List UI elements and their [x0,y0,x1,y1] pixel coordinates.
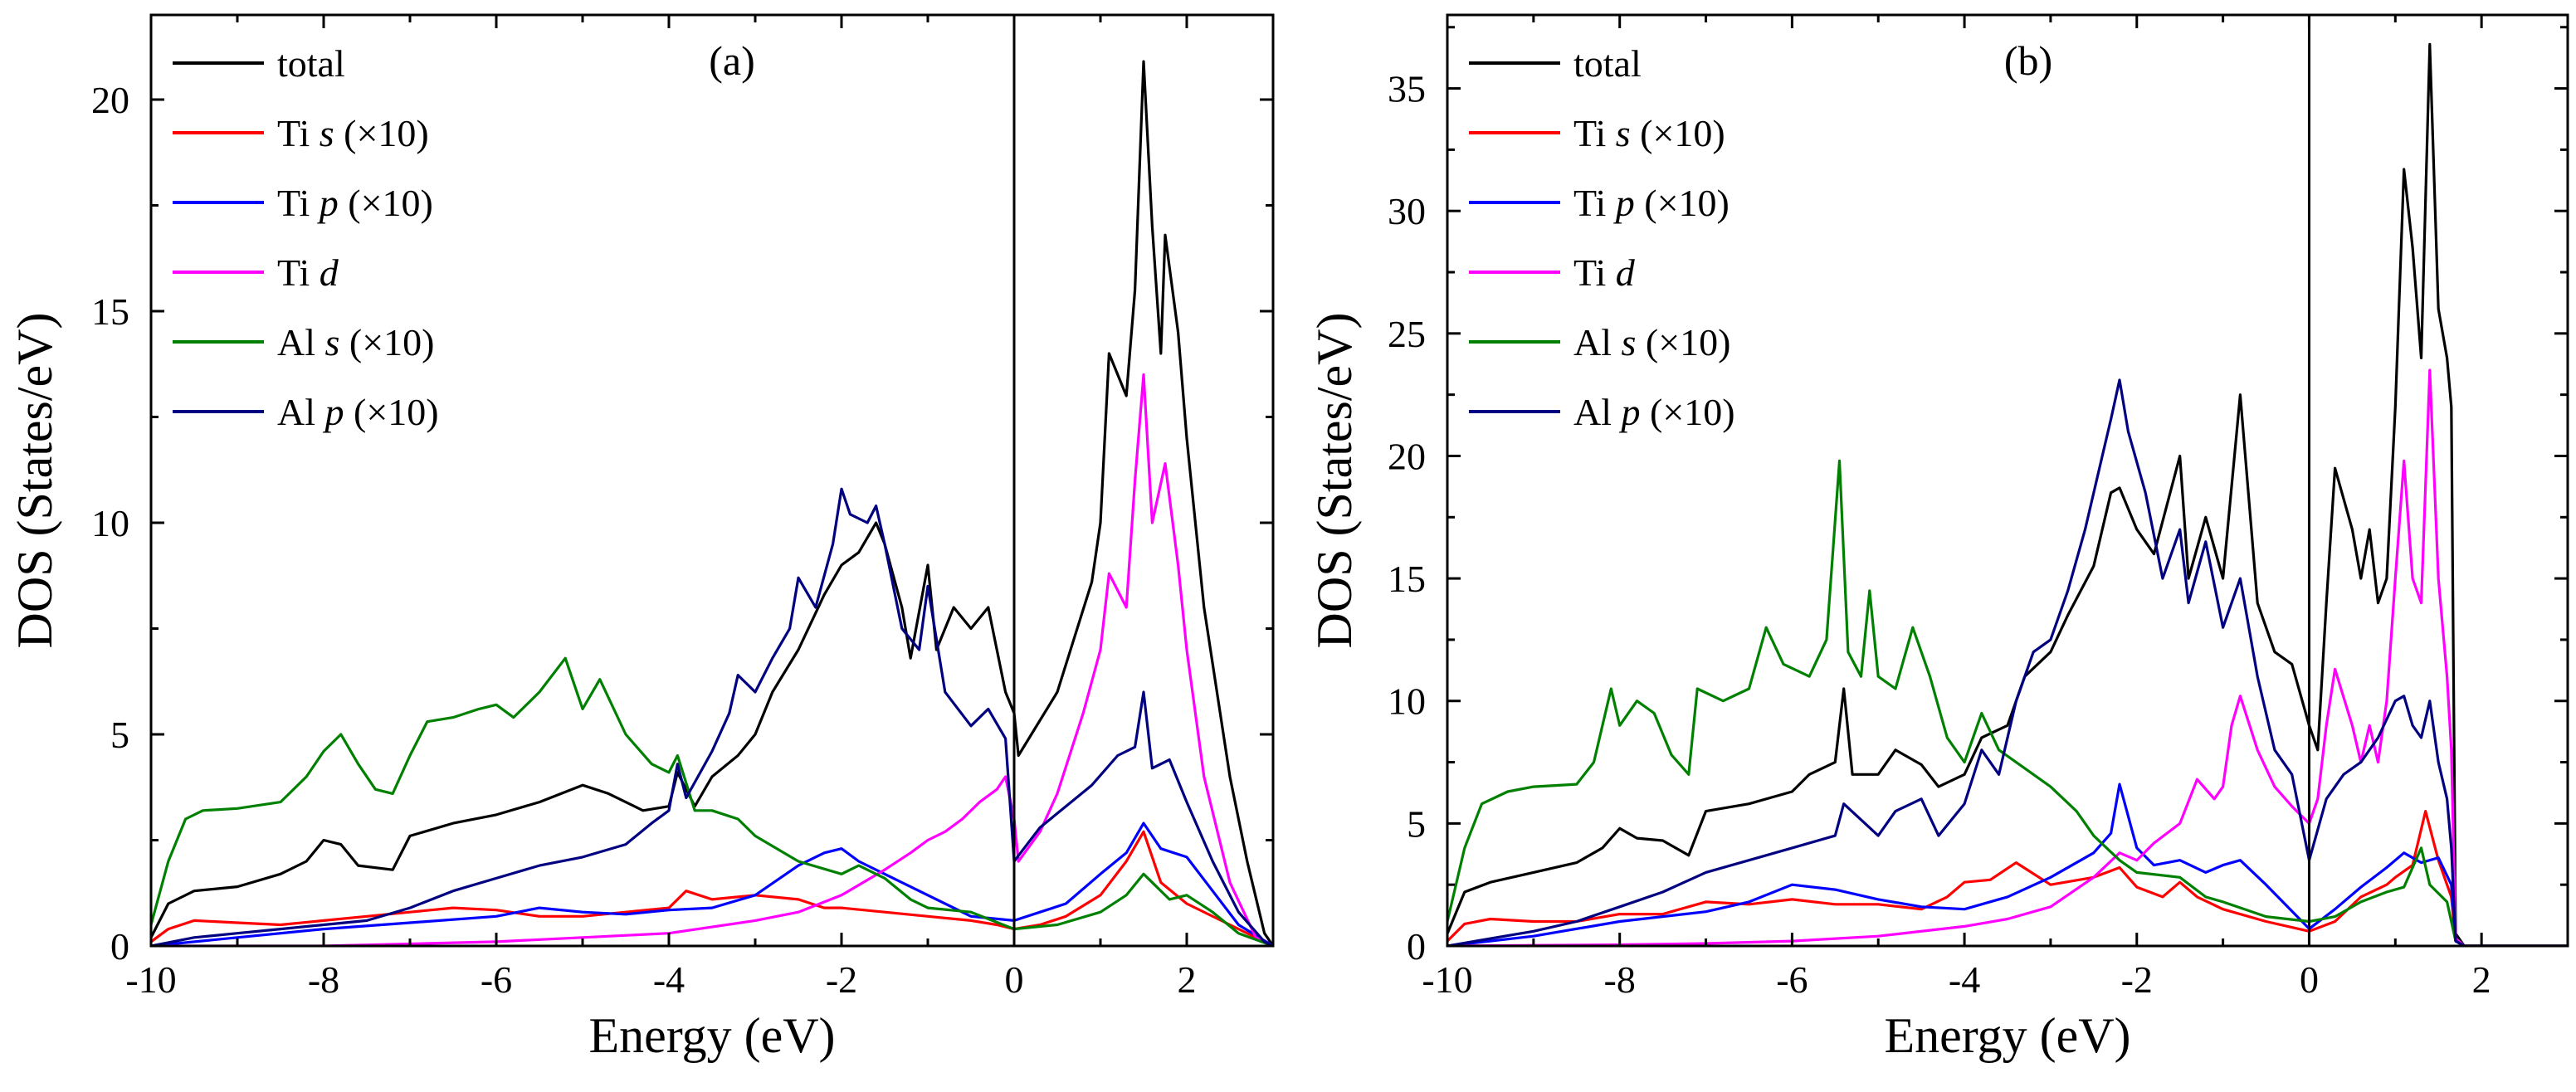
panel-b-legend-label: Ti d [1573,251,1636,294]
panel-a-x-axis-title: Energy (eV) [588,1008,835,1063]
panel-b-x-tick-label: -10 [1422,958,1472,1001]
panel-a-series-ti-p [151,821,1273,946]
panel-a-legend-label: Ti s (×10) [277,112,429,154]
panel-a-series-al-s [151,656,1273,946]
panel-b-legend-label: Ti s (×10) [1573,112,1725,154]
panel-b-y-tick-label: 15 [1388,558,1426,600]
panel-b-x-tick-label: -8 [1604,958,1636,1001]
panel-b-series-total [1447,42,2568,946]
panel-a-legend-label: Al s (×10) [277,321,435,363]
panel-a-legend-label: Ti p (×10) [277,182,433,224]
panel-a-x-tick-label: 0 [1005,958,1024,1001]
panel-a-y-tick-label: 20 [91,79,129,121]
panel-b-y-tick-label: 5 [1407,802,1426,845]
panel-a-label: (a) [709,37,755,84]
panel-a-x-tick-label: -4 [653,958,685,1001]
panel-b-series-group [1447,42,2568,946]
panel-b-x-tick-label: -4 [1949,958,1980,1001]
panel-b-y-tick-label: 0 [1407,925,1426,968]
panel-a-y-tick-label: 0 [110,925,129,968]
panel-a-legend-label: Al p (×10) [277,391,439,433]
panel-b-y-tick-label: 30 [1388,190,1426,232]
panel-a-x-tick-label: -10 [125,958,176,1001]
panel-a-series-group [151,60,1273,946]
panel-b-series-ti-d [1447,368,2568,946]
panel-b-x-tick-label: -2 [2121,958,2153,1001]
panel-a-x-tick-label: -6 [481,958,512,1001]
panel-b-legend-label: Al p (×10) [1573,391,1735,433]
panel-b-label: (b) [2004,37,2052,84]
panel-a-x-tick-label: -8 [308,958,339,1001]
panel-b-series-ti-s [1447,810,2568,946]
panel-b-series-ti-p [1447,782,2568,946]
panel-a-y-tick-label: 15 [91,290,129,333]
panel-b-legend: total Ti s (×10) Ti p (×10) Ti d Al s (×10) A… [1469,42,1735,433]
panel-b-legend-label: total [1573,42,1642,85]
panel-b-y-axis-title: DOS (States/eV) [1307,313,1362,649]
panel-a-y-tick-label: 5 [110,714,129,756]
panel-a-y-axis-title: DOS (States/eV) [7,313,62,649]
panel-b-x-axis-title: Energy (eV) [1884,1008,2130,1063]
panel-b-series-al-p [1447,378,2568,946]
panel-b-x-tick-label: 2 [2472,958,2491,1001]
panel-b-y-tick-label: 10 [1388,680,1426,723]
panel-a-x-tick-label: 2 [1178,958,1197,1001]
panel-b-series-al-s [1447,459,2568,946]
panel-a-legend-label: total [277,42,345,85]
panel-b-y-tick-label: 20 [1388,435,1426,477]
panel-b-legend-label: Al s (×10) [1573,321,1731,363]
panel-a-x-tick-label: -2 [826,958,857,1001]
panel-a-plot-frame [149,13,1275,948]
panel-b-y-tick-label: 35 [1388,68,1426,110]
panel-a-legend: total Ti s (×10) Ti p (×10) Ti d Al s (×10) A… [173,42,439,433]
panel-b-plot-frame [1446,13,2569,948]
panel-b-y-tick-label: 25 [1388,313,1426,355]
panel-a-legend-label: Ti d [277,251,339,294]
panel-b-x-tick-label: -6 [1776,958,1808,1001]
panel-a-series-al-p [151,487,1273,946]
panel-b-legend-label: Ti p (×10) [1573,182,1730,224]
panel-a-y-tick-label: 10 [91,502,129,544]
panel-b-x-tick-label: 0 [2300,958,2319,1001]
panel-a-series-ti-s [151,830,1273,946]
